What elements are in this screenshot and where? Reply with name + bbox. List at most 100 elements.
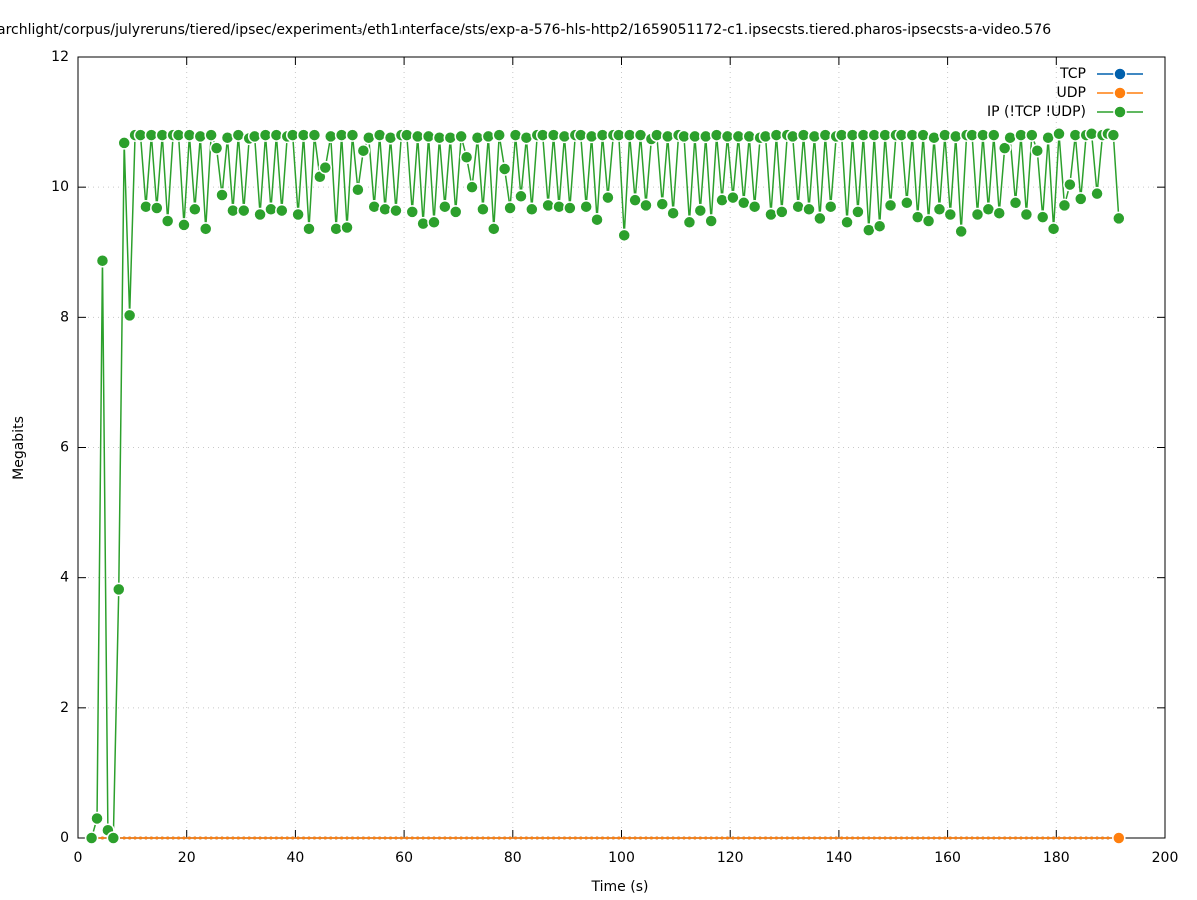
data-point — [807, 129, 822, 144]
data-point — [166, 836, 170, 840]
data-point — [400, 128, 414, 142]
data-point — [541, 836, 545, 840]
data-point — [1046, 836, 1050, 840]
data-point — [524, 836, 528, 840]
data-point — [986, 836, 990, 840]
data-point — [323, 129, 338, 144]
data-point — [1063, 177, 1077, 192]
data-point — [307, 128, 322, 142]
data-point — [112, 582, 126, 597]
data-point — [541, 198, 555, 213]
data-point — [796, 836, 800, 840]
data-point — [187, 836, 191, 840]
data-point — [1035, 836, 1039, 840]
data-point — [204, 128, 218, 142]
data-point — [367, 836, 371, 840]
data-point — [1106, 836, 1110, 840]
data-point — [269, 128, 284, 142]
data-point — [237, 203, 251, 218]
data-point — [878, 836, 882, 840]
data-point — [709, 836, 713, 840]
data-point — [155, 836, 159, 840]
data-point — [916, 128, 930, 142]
data-point — [943, 207, 958, 222]
x-tick-label: 160 — [934, 850, 961, 866]
data-point — [264, 202, 278, 217]
data-point — [677, 836, 681, 840]
data-point — [883, 836, 887, 840]
data-point — [905, 836, 909, 840]
data-point — [987, 128, 1001, 142]
data-point — [791, 199, 805, 214]
data-point — [459, 836, 463, 840]
data-point — [421, 129, 436, 144]
data-point — [329, 222, 343, 236]
data-point — [802, 202, 816, 217]
data-point — [188, 202, 202, 217]
data-point — [764, 836, 768, 840]
data-point — [95, 253, 110, 268]
data-point — [563, 201, 577, 215]
data-point — [622, 836, 626, 840]
data-point — [492, 836, 496, 840]
data-point — [823, 836, 827, 840]
data-point — [432, 836, 436, 840]
data-point — [568, 836, 572, 840]
data-point — [1112, 831, 1126, 845]
data-point — [209, 836, 213, 840]
data-point — [628, 193, 642, 207]
data-point — [937, 836, 941, 840]
data-point — [405, 205, 420, 219]
x-tick-label: 80 — [504, 850, 522, 866]
data-point — [264, 836, 268, 840]
data-point — [274, 836, 278, 840]
data-point — [959, 836, 963, 840]
data-point — [1052, 127, 1066, 141]
data-point — [573, 836, 577, 840]
data-point — [122, 308, 137, 323]
data-point — [356, 836, 360, 840]
data-point — [1057, 836, 1061, 840]
data-point — [225, 836, 229, 840]
data-point — [394, 836, 398, 840]
data-point — [834, 836, 838, 840]
data-point — [1041, 836, 1045, 840]
data-point — [340, 836, 344, 840]
data-point — [275, 203, 289, 218]
data-point — [601, 190, 615, 205]
data-point — [687, 836, 691, 840]
y-tick-label: 10 — [51, 179, 69, 195]
data-point — [481, 129, 496, 144]
data-point — [954, 836, 958, 840]
data-point — [514, 836, 518, 840]
data-point — [139, 199, 153, 214]
data-point — [943, 836, 947, 840]
data-point — [285, 836, 289, 840]
data-point — [698, 129, 713, 144]
data-point — [861, 836, 865, 840]
data-point — [557, 129, 572, 144]
data-point — [291, 207, 305, 222]
data-point — [150, 201, 164, 215]
data-point — [1112, 211, 1126, 226]
data-point — [649, 836, 653, 840]
data-point — [448, 205, 463, 219]
data-point — [644, 836, 648, 840]
data-point — [872, 836, 876, 840]
data-point — [90, 811, 104, 826]
data-point — [655, 836, 659, 840]
data-point — [747, 836, 751, 840]
data-point — [220, 130, 235, 145]
data-point — [704, 214, 718, 228]
data-point — [291, 836, 295, 840]
data-point — [997, 836, 1001, 840]
data-point — [508, 128, 523, 142]
data-point — [584, 129, 599, 144]
data-point — [1025, 128, 1039, 142]
data-point — [350, 836, 354, 840]
data-point — [84, 831, 99, 845]
series-line — [90, 132, 1120, 841]
data-point — [823, 199, 838, 214]
data-point — [1090, 836, 1094, 840]
